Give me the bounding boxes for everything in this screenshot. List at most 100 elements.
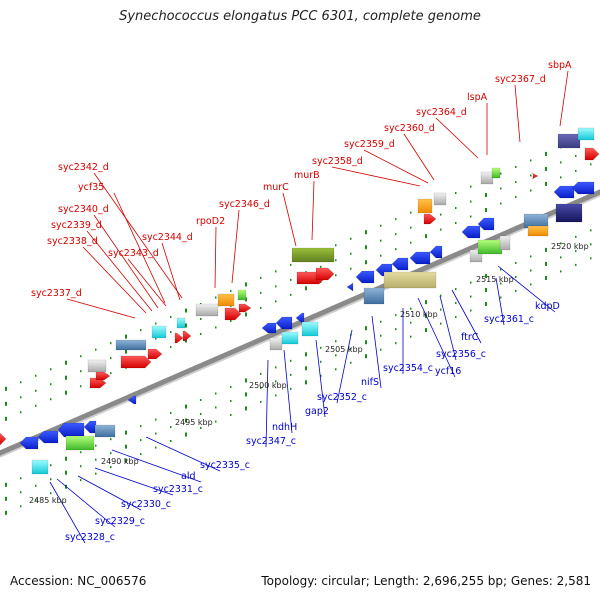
reverse-gene-arrow xyxy=(391,257,409,271)
tick-mark xyxy=(380,239,382,242)
tick-mark xyxy=(545,247,547,252)
tick-mark xyxy=(215,420,217,423)
tick-mark xyxy=(455,192,457,195)
tick-mark xyxy=(245,378,247,383)
gene-label: syc2360_d xyxy=(384,123,435,134)
tick-mark xyxy=(125,430,127,435)
gene-box xyxy=(115,339,147,351)
reverse-gene-arrow xyxy=(429,245,443,259)
reverse-gene-arrow xyxy=(355,270,375,284)
gene-box xyxy=(87,359,107,373)
gene-label: syc2339_d xyxy=(51,220,102,231)
leader-line xyxy=(315,339,326,418)
tick-mark xyxy=(20,381,22,384)
leader-line xyxy=(94,467,174,496)
tick-mark xyxy=(230,413,232,416)
tick-mark xyxy=(515,165,517,168)
kbp-label: 2510 kbp xyxy=(400,310,438,319)
leader-line xyxy=(127,258,167,307)
tick-mark xyxy=(395,342,397,345)
tick-mark xyxy=(455,288,457,291)
tick-mark xyxy=(155,322,157,325)
tick-mark xyxy=(140,453,142,456)
tick-mark xyxy=(35,389,37,392)
tick-mark xyxy=(20,411,22,414)
backbone xyxy=(0,189,600,456)
tick-mark xyxy=(320,265,322,268)
tick-mark xyxy=(545,151,547,156)
gene-label: syc2364_d xyxy=(416,107,467,118)
tick-mark xyxy=(530,159,532,162)
gene-label: rpoD2 xyxy=(196,216,225,227)
tick-mark xyxy=(440,213,442,216)
gene-label: syc2330_c xyxy=(121,499,171,510)
tick-mark xyxy=(125,458,127,463)
leader-line xyxy=(113,192,166,304)
tick-mark xyxy=(320,346,322,349)
leader-line xyxy=(311,180,315,241)
tick-mark xyxy=(560,256,562,259)
tick-mark xyxy=(515,289,517,292)
gene-label: syc2342_d xyxy=(58,162,109,173)
leader-line xyxy=(514,84,521,143)
tick-mark xyxy=(155,446,157,449)
leader-line xyxy=(363,149,429,184)
tick-mark xyxy=(515,180,517,183)
tick-mark xyxy=(230,319,232,322)
leader-line xyxy=(82,246,147,314)
gene-box xyxy=(499,235,511,251)
tick-mark xyxy=(5,401,7,406)
gene-box xyxy=(417,198,433,214)
tick-mark xyxy=(275,300,277,303)
leader-line xyxy=(111,449,202,483)
gene-label: syc2344_d xyxy=(142,232,193,243)
tick-mark xyxy=(380,348,382,351)
tick-mark xyxy=(575,154,577,157)
tick-mark xyxy=(335,274,337,277)
tick-mark xyxy=(5,482,7,487)
tick-mark xyxy=(530,189,532,192)
gene-label: ftrC xyxy=(461,332,479,343)
tick-mark xyxy=(20,491,22,494)
tick-mark xyxy=(575,249,577,252)
gene-label: syc2346_d xyxy=(219,199,270,210)
tick-mark xyxy=(530,255,532,258)
tick-mark xyxy=(410,335,412,338)
tick-mark xyxy=(485,288,487,293)
tick-mark xyxy=(485,208,487,213)
tick-mark xyxy=(470,200,472,203)
tick-mark xyxy=(95,348,97,351)
tick-mark xyxy=(350,267,352,270)
reverse-gene-arrow xyxy=(461,225,481,239)
forward-gene-arrow xyxy=(147,348,163,360)
tick-mark xyxy=(260,386,262,389)
reverse-gene-arrow xyxy=(553,185,575,199)
tick-mark xyxy=(170,331,172,334)
tick-mark xyxy=(215,406,217,409)
leader-line xyxy=(282,192,297,247)
tick-mark xyxy=(290,278,292,281)
tick-mark xyxy=(80,370,82,373)
tick-mark xyxy=(380,224,382,227)
tick-mark xyxy=(575,235,577,238)
reverse-gene-arrow xyxy=(127,395,137,405)
tick-mark xyxy=(290,373,292,376)
tick-mark xyxy=(185,418,187,423)
tick-mark xyxy=(260,400,262,403)
tick-mark xyxy=(425,328,427,333)
kbp-label: 2495 kbp xyxy=(175,418,213,427)
tick-mark xyxy=(380,320,382,323)
forward-gene-arrow xyxy=(224,307,242,321)
tick-mark xyxy=(215,326,217,329)
leader-line xyxy=(371,315,382,389)
tick-mark xyxy=(365,326,367,331)
forward-gene-arrow xyxy=(531,172,539,180)
tick-mark xyxy=(185,308,187,313)
tick-mark xyxy=(50,368,52,371)
tick-mark xyxy=(590,229,592,232)
tick-mark xyxy=(245,282,247,287)
map-title: Synechococcus elongatus PCC 6301, comple… xyxy=(119,9,481,24)
tick-mark xyxy=(275,366,277,369)
gene-box xyxy=(557,133,581,149)
tick-mark xyxy=(455,222,457,225)
